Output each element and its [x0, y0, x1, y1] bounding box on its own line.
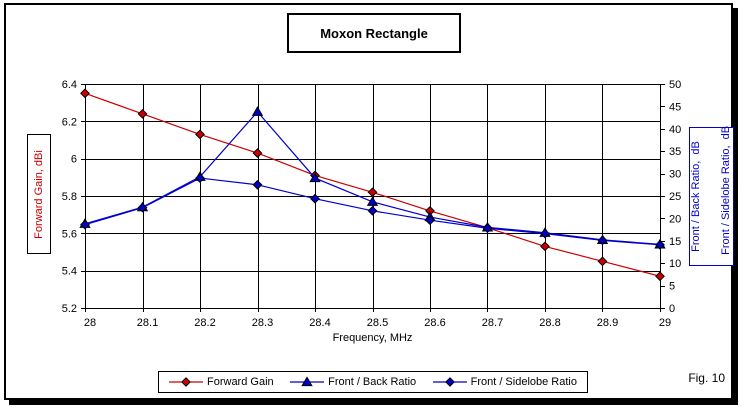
right-tick-label: 35	[669, 146, 681, 158]
right-axis-label-line1: Front / Back Ratio, dB	[690, 141, 702, 252]
right-axis-label-line2: Front / Sidelobe Ratio, dB	[720, 125, 732, 255]
right-tick-label: 10	[669, 258, 681, 270]
data-point-marker	[301, 376, 313, 387]
figure-border-frame	[4, 3, 733, 400]
right-tick-label: 50	[669, 79, 681, 91]
right-tick-label: 40	[669, 124, 681, 136]
series-line	[84, 110, 661, 245]
data-point-marker	[252, 148, 263, 158]
left-tick-label: 6	[71, 154, 77, 166]
x-tick-label: 28.5	[367, 317, 388, 329]
legend-box: Forward Gain Front / Back Ratio Front / …	[158, 371, 588, 393]
x-tick-label: 28.2	[194, 317, 215, 329]
data-point-marker	[137, 108, 148, 119]
data-point-marker	[482, 223, 493, 234]
right-tick-label: 0	[669, 303, 675, 315]
series-line	[84, 92, 661, 277]
left-axis-label-box: Forward Gain, dBi	[27, 134, 51, 254]
data-point-marker	[80, 88, 90, 99]
right-tick-label: 30	[669, 169, 681, 181]
data-point-marker	[540, 241, 550, 252]
data-point-marker	[597, 235, 608, 246]
front-back-ratio-swatch-icon	[290, 376, 325, 387]
forward-gain-swatch-icon	[169, 377, 203, 387]
legend-item-front-back-ratio: Front / Back Ratio	[290, 376, 416, 388]
data-point-marker	[367, 205, 378, 216]
x-tick-label: 28.6	[424, 317, 445, 329]
data-point-marker	[252, 179, 263, 190]
data-point-marker	[655, 271, 665, 282]
right-tick-label: 45	[669, 101, 681, 113]
data-point-marker	[181, 377, 191, 387]
legend-item-front-sidelobe-ratio: Front / Sidelobe Ratio	[432, 376, 577, 388]
x-tick-label: 28.9	[597, 317, 618, 329]
x-tick-label: 29	[659, 317, 671, 329]
legend-label-front-sidelobe-ratio: Front / Sidelobe Ratio	[470, 376, 577, 388]
x-tick-label: 28.4	[309, 317, 330, 329]
data-point-marker	[367, 187, 378, 198]
chart-title: Moxon Rectangle	[320, 25, 428, 41]
right-axis-label: Front / Back Ratio, dB Front / Sidelobe …	[689, 126, 734, 267]
data-point-marker	[366, 196, 379, 206]
x-tick-label: 28.1	[137, 317, 158, 329]
data-point-marker	[309, 172, 321, 183]
data-point-marker	[597, 256, 608, 267]
data-point-marker	[137, 202, 148, 213]
legend-label-forward-gain: Forward Gain	[207, 376, 274, 388]
data-point-marker	[195, 173, 205, 183]
left-tick-label: 6.4	[62, 79, 77, 91]
front-sidelobe-ratio-swatch-icon	[432, 377, 467, 387]
x-tick-label: 28.8	[539, 317, 560, 329]
left-tick-label: 5.8	[62, 191, 77, 203]
data-point-marker	[251, 106, 264, 116]
legend-item-forward-gain: Forward Gain	[169, 376, 274, 388]
right-tick-label: 20	[669, 213, 681, 225]
x-tick-label: 28	[84, 317, 96, 329]
x-axis-label: Frequency, MHz	[332, 332, 413, 344]
x-tick-label: 28.3	[252, 317, 273, 329]
figure-number: Fig. 10	[688, 371, 725, 385]
data-point-marker	[540, 228, 550, 239]
right-axis-label-box: Front / Back Ratio, dB Front / Sidelobe …	[689, 126, 734, 267]
data-point-marker	[310, 193, 320, 204]
data-point-marker	[655, 239, 665, 250]
data-point-marker	[425, 215, 435, 226]
right-tick-label: 15	[669, 236, 681, 248]
right-tick-label: 5	[669, 281, 675, 293]
data-point-marker	[195, 129, 205, 140]
x-tick-label: 28.7	[482, 317, 503, 329]
left-tick-label: 5.4	[62, 266, 77, 278]
left-tick-label: 6.2	[62, 116, 77, 128]
legend-label-front-back-ratio: Front / Back Ratio	[328, 376, 417, 388]
data-point-marker	[444, 377, 455, 387]
left-tick-label: 5.6	[62, 228, 77, 240]
left-axis-label: Forward Gain, dBi	[32, 149, 45, 239]
right-tick-label: 25	[669, 191, 681, 203]
chart-title-box: Moxon Rectangle	[287, 13, 461, 53]
left-tick-label: 5.2	[62, 303, 77, 315]
data-point-marker	[80, 219, 90, 230]
plot-border	[85, 84, 661, 309]
